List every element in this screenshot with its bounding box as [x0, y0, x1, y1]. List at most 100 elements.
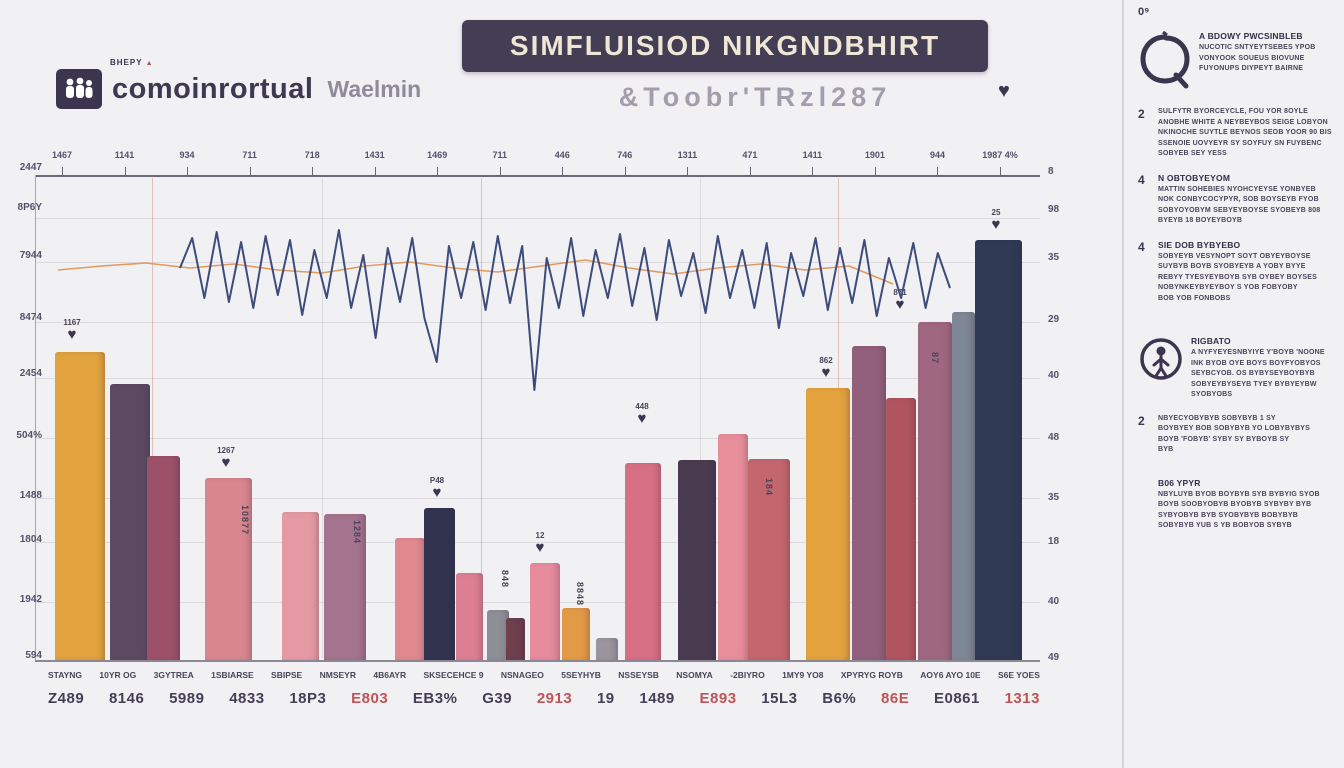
- x-axis-label: NMSEYR: [319, 670, 356, 680]
- top-tick-label: 1141: [114, 150, 135, 160]
- item-line: SUYBYB BOYB SYOBYEYB A YOBY BYYE: [1158, 263, 1306, 270]
- item-line: NBYECYOBYBYB SOBYBYB 1 SY: [1158, 414, 1276, 422]
- top-tick-label: 1411: [802, 150, 823, 160]
- sidebar-item: 4 N OBTOBYEYOM MATTIN SOHEBIES NYOHCYEYSE …: [1138, 173, 1336, 227]
- top-tick-label: 944: [929, 150, 945, 160]
- item-line: REBYY TYESYEYBOYB SYB OYBEY BOYSES: [1158, 273, 1318, 281]
- bar: [324, 514, 366, 660]
- right-axis-label: 35: [1048, 492, 1060, 503]
- top-tick-mark: [312, 167, 314, 176]
- item-line: BOYB 'FOBYB' SYBY SY BYBOYB SY: [1158, 435, 1290, 443]
- heart-icon: ♥: [221, 454, 231, 471]
- item-number: 4: [1138, 172, 1145, 187]
- right-axis-label: 49: [1048, 652, 1060, 663]
- item-line: MATTIN SOHEBIES NYOHCYEYSE YONBYEB: [1158, 185, 1316, 193]
- bar: [487, 610, 509, 660]
- gridline: [35, 262, 1040, 263]
- baseline: [35, 660, 1040, 662]
- heart-icon: ♥: [821, 364, 831, 381]
- right-axis-label: 8: [1048, 166, 1054, 177]
- x-axis-label: S6E YOES: [997, 670, 1040, 680]
- top-tick-label: 1469: [427, 150, 448, 160]
- gridline: [35, 498, 1040, 499]
- heart-icon: ♥: [535, 539, 545, 556]
- item-text: B06 YPYR NBYLUYB BYOB BOYBYB SYB BYBYIG S…: [1158, 478, 1336, 532]
- item-text: SIE DOB BYBYEBO SOBYEYB VESYNOPT SOYT OBY…: [1158, 240, 1336, 305]
- vertical-guide-line: [322, 178, 323, 658]
- heart-icon: ♥: [637, 410, 647, 427]
- top-tick-label: 711: [492, 150, 507, 160]
- top-tick-mark: [499, 167, 501, 176]
- x-axis-label: -2BIYRO: [730, 670, 765, 680]
- right-axis-label: 29: [1048, 314, 1060, 325]
- item-line: SOBYOYOBYM SEBYEYBOYSE SYOBEYB 808: [1158, 206, 1321, 214]
- figure-line: SEYBCYOB. OS BYBYSEYBOYBYB: [1191, 370, 1315, 377]
- left-axis-label: 2447: [19, 162, 42, 173]
- intro-text: A BDOWY PWCSINBLEB NUCOTIC SNTYEYTSEBES Y…: [1199, 31, 1336, 75]
- sidebar: 0⁹ A BDOWY PWCSINBLEB NUCOTIC SNTYEYTSEBES…: [1138, 6, 1336, 532]
- left-axis-label: 8474: [19, 312, 42, 323]
- gridline: [35, 542, 1040, 543]
- item-line: BOYBYEY BOB SOBYBYB YO LOBYBYBYS: [1158, 425, 1311, 432]
- bar: [205, 478, 252, 660]
- sidebar-item: B06 YPYR NBYLUYB BYOB BOYBYB SYB BYBYIG S…: [1138, 478, 1336, 532]
- top-tick-label: 471: [742, 150, 758, 160]
- x-axis-label: 10YR OG: [99, 670, 137, 680]
- heart-icon: ♥: [991, 216, 1001, 233]
- item-line: BOYB SOOBYOBYB BYOBYB SYBYBY BYB: [1158, 501, 1312, 508]
- heart-marker: 871 ♥: [893, 288, 906, 312]
- heart-marker: 1167 ♥: [63, 318, 80, 342]
- top-tick-label: 1431: [364, 150, 385, 160]
- heart-icon: ♥: [67, 326, 77, 343]
- x-axis-label: 3GYTREA: [153, 670, 194, 680]
- x-axis-value: Z489: [48, 690, 85, 707]
- x-axis-value: 18P3: [289, 690, 327, 707]
- figure-line: A NYFYEYESNBYIYE Y'BOYB 'NOONE: [1191, 349, 1325, 356]
- bar: [886, 398, 916, 660]
- right-axis-label: 98: [1048, 204, 1060, 215]
- item-number: 4: [1138, 239, 1145, 254]
- x-axis-label: NSOMYA: [676, 670, 713, 680]
- heart-marker: 25 ♥: [992, 208, 1001, 232]
- top-tick-mark: [812, 167, 814, 176]
- top-tick-mark: [687, 167, 689, 176]
- heart-marker: 448 ♥: [635, 402, 648, 426]
- x-axis-labels: STAYNG 10YR OG 3GYTREA 1SBIARSE SBIPSE NMSEYR…: [48, 670, 1040, 680]
- heart-icon: ♥: [432, 484, 442, 501]
- gridline: [35, 322, 1040, 323]
- item-heading: B06 YPYR: [1158, 477, 1201, 488]
- x-axis-label: STAYNG: [48, 670, 83, 680]
- bar: [506, 618, 525, 660]
- x-axis-value: E0861: [933, 690, 980, 707]
- item-line: SOBYBYB YUB S YB BOBYOB SYBYB: [1158, 522, 1292, 529]
- top-tick-mark: [874, 167, 876, 176]
- item-line: ANOBHE WHITE A NEYBEYBOS SEIGE LOBYON: [1158, 118, 1328, 126]
- marker-label: P48: [429, 476, 445, 485]
- x-axis-label: 5SEYHYB: [561, 670, 601, 680]
- left-axis-label: 2454: [19, 368, 42, 379]
- x-axis-value: G39: [482, 690, 513, 707]
- intro-line: VONYOOK SOUEUS BIOVUNE: [1199, 54, 1305, 62]
- bar: [975, 240, 1022, 660]
- intro-heading: A BDOWY PWCSINBLEB: [1199, 31, 1303, 41]
- x-axis-label: SBIPSE: [271, 670, 303, 680]
- gridline: [35, 378, 1040, 379]
- rotated-value-label: 184: [764, 478, 774, 497]
- x-axis-label: SKSECEHCE 9: [423, 670, 484, 680]
- x-axis-value: E803: [351, 690, 389, 707]
- rotated-value-label: 8848: [575, 582, 585, 607]
- left-axis-label: 7944: [19, 250, 42, 261]
- left-axis-label: 1804: [19, 534, 42, 545]
- top-tick-mark: [562, 167, 564, 176]
- x-axis-value: 2913: [536, 690, 573, 707]
- sidebar-item: 2 NBYECYOBYBYB SOBYBYB 1 SY BOYBYEY BOB SO…: [1138, 414, 1336, 456]
- bar: [718, 434, 748, 660]
- top-tick-mark: [62, 167, 63, 176]
- bar: [918, 322, 952, 660]
- x-axis-value: 4833: [229, 690, 265, 707]
- x-axis-value: 5989: [169, 690, 205, 707]
- vertical-guide-line: [152, 178, 153, 658]
- vertical-guide-line: [481, 178, 482, 658]
- top-tick-label: 1467: [51, 150, 73, 160]
